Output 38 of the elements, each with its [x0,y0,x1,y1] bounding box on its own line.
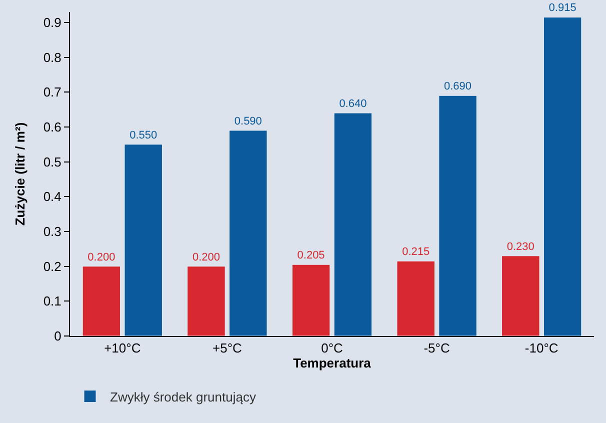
x-tick-label: -10°C [524,340,558,356]
y-tick-label: 0 [54,328,62,344]
x-tick-label: +5°C [212,340,242,356]
bar [502,256,540,336]
bar [124,144,162,336]
bar [543,16,582,336]
y-tick-label: 0.1 [43,294,62,309]
x-tick-label: 0°C [321,340,343,356]
bar [229,130,268,336]
y-axis-title: Zużycie (litr / m²) [12,122,28,226]
data-label: 0.550 [130,129,158,142]
bar [292,264,330,336]
y-tick-label: 0.4 [43,189,62,204]
y-tick-label: 0.6 [43,120,62,135]
data-label: 0.640 [339,98,367,110]
data-label: 0.915 [548,2,576,14]
y-tick-label: 0.5 [43,154,62,170]
data-label: 0.590 [234,115,262,128]
data-label: 0.690 [444,80,472,93]
data-label: 0.230 [506,240,534,253]
data-label: 0.205 [297,250,325,262]
x-tick-label: +10°C [104,340,141,356]
bar [187,266,226,336]
data-label: 0.200 [192,251,220,264]
x-axis-title: Temperatura [293,356,372,371]
bar [82,266,121,336]
legend-label: Zwykły środek gruntujący [110,389,256,404]
y-tick-label: 0.9 [43,15,62,30]
y-tick-label: 0.2 [43,258,62,274]
y-tick-label: 0.7 [43,84,62,100]
y-tick-label: 0.8 [43,50,62,65]
bar [438,95,477,336]
y-tick-label: 0.3 [43,224,62,240]
data-label: 0.200 [88,251,116,264]
bar [334,112,372,336]
bar [396,260,435,336]
x-tick-label: -5°C [424,340,450,356]
data-label: 0.215 [402,246,430,258]
